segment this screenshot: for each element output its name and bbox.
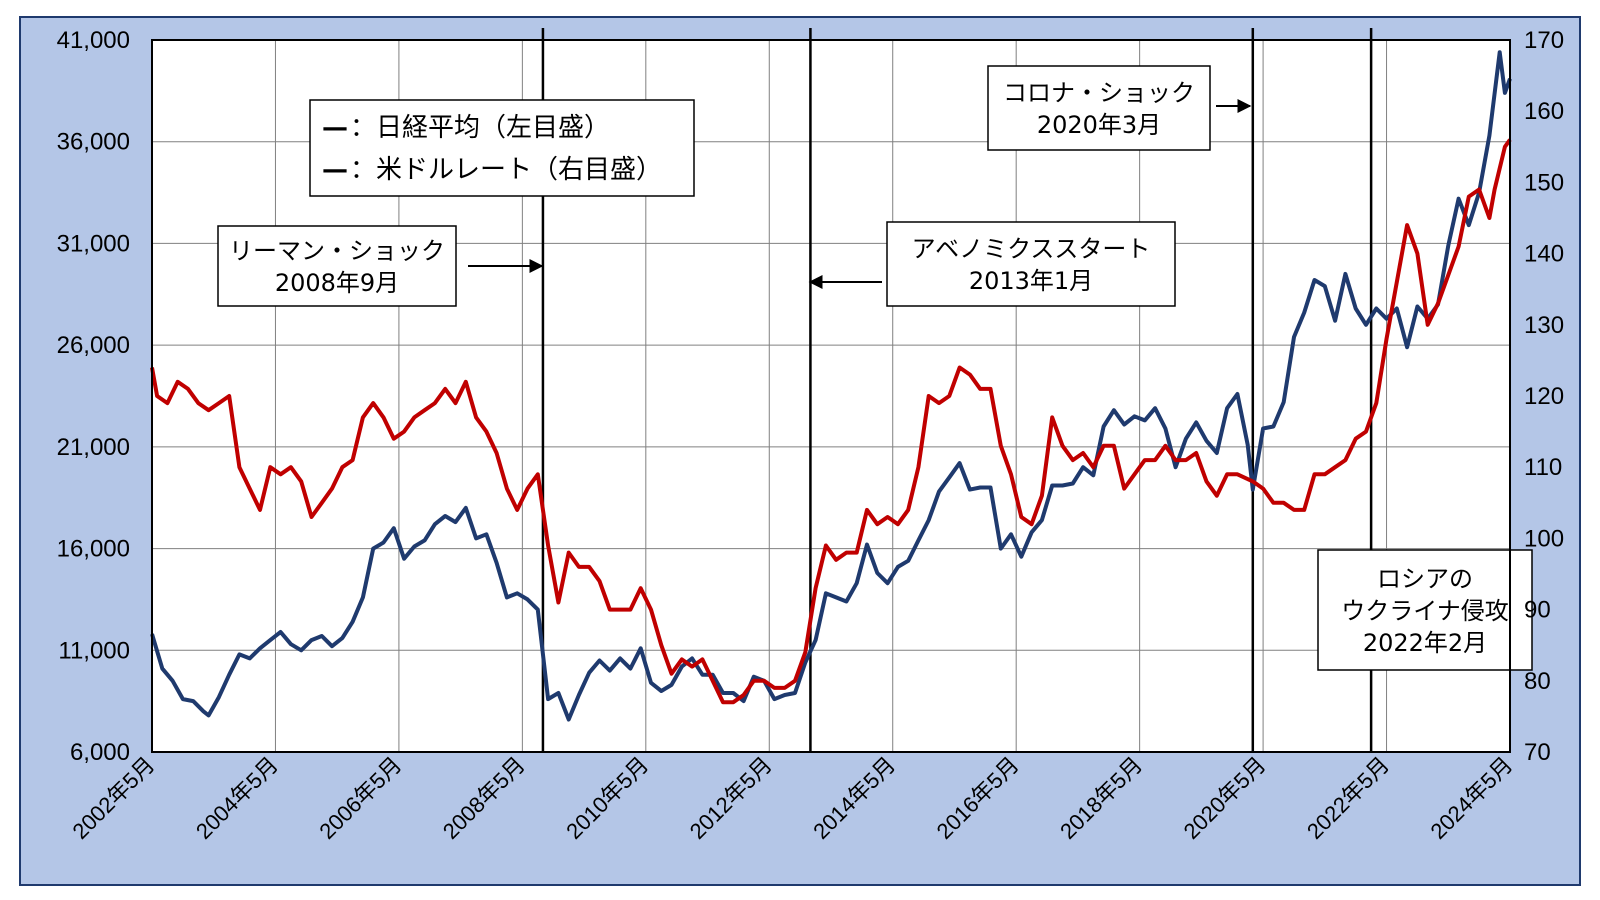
event-annotation-box bbox=[1317, 549, 1533, 671]
y-left-tick-label: 11,000 bbox=[58, 637, 130, 664]
y-left-tick-label: 36,000 bbox=[57, 129, 130, 156]
annotation-layer: リーマン・ショック 2008年9月 アベノミクススタート 2013年1月 コロナ・ショッ… bbox=[217, 65, 1533, 671]
y-right-tick-label: 70 bbox=[1524, 739, 1551, 766]
event-annotation-box bbox=[987, 65, 1211, 151]
event-annotation-text: 2008年9月 bbox=[275, 269, 399, 297]
event-annotation-text: 2013年1月 bbox=[969, 267, 1093, 295]
y-right-tick-label: 80 bbox=[1524, 668, 1551, 695]
y-right-tick-label: 150 bbox=[1524, 169, 1564, 196]
y-right-tick-label: 100 bbox=[1524, 525, 1564, 552]
y-left-tick-label: 31,000 bbox=[57, 230, 130, 257]
legend-label: ：米ドルレート（右目盛） bbox=[350, 155, 662, 185]
legend-label: ：日経平均（左目盛） bbox=[350, 113, 610, 143]
y-right-tick-label: 110 bbox=[1524, 454, 1562, 481]
event-annotation-text: ロシアの bbox=[1377, 565, 1473, 593]
y-right-tick-label: 170 bbox=[1524, 27, 1564, 54]
event-annotation-box bbox=[886, 221, 1176, 307]
y-right-tick-label: 120 bbox=[1524, 383, 1564, 410]
series-line-usd-jpy bbox=[150, 138, 1512, 705]
y-left-tick-label: 26,000 bbox=[57, 332, 130, 359]
y-right-tick-label: 140 bbox=[1524, 241, 1564, 268]
legend-marker: — bbox=[322, 155, 348, 185]
y-right-tick-label: 90 bbox=[1524, 597, 1551, 624]
event-annotation-text: ウクライナ侵攻 bbox=[1341, 597, 1509, 625]
y-left-tick-label: 41,000 bbox=[57, 27, 130, 54]
event-annotation-text: 2022年2月 bbox=[1363, 629, 1487, 657]
legend-marker: — bbox=[322, 113, 348, 143]
legend-box bbox=[309, 99, 695, 197]
y-left-tick-label: 6,000 bbox=[70, 739, 130, 766]
y-left-tick-label: 21,000 bbox=[57, 434, 130, 461]
y-right-tick-label: 160 bbox=[1524, 98, 1564, 125]
plot-frame bbox=[151, 39, 1511, 753]
series-line-nikkei bbox=[150, 50, 1512, 722]
event-annotation-text: アベノミクススタート bbox=[912, 235, 1151, 263]
y-right-tick-label: 130 bbox=[1524, 312, 1564, 339]
event-annotation-text: コロナ・ショック bbox=[1003, 79, 1195, 107]
y-left-tick-label: 16,000 bbox=[57, 536, 130, 563]
event-annotation-text: リーマン・ショック bbox=[229, 237, 445, 265]
event-annotation-box bbox=[217, 225, 457, 307]
event-annotation-text: 2020年3月 bbox=[1037, 111, 1161, 139]
series-layer bbox=[150, 50, 1512, 722]
